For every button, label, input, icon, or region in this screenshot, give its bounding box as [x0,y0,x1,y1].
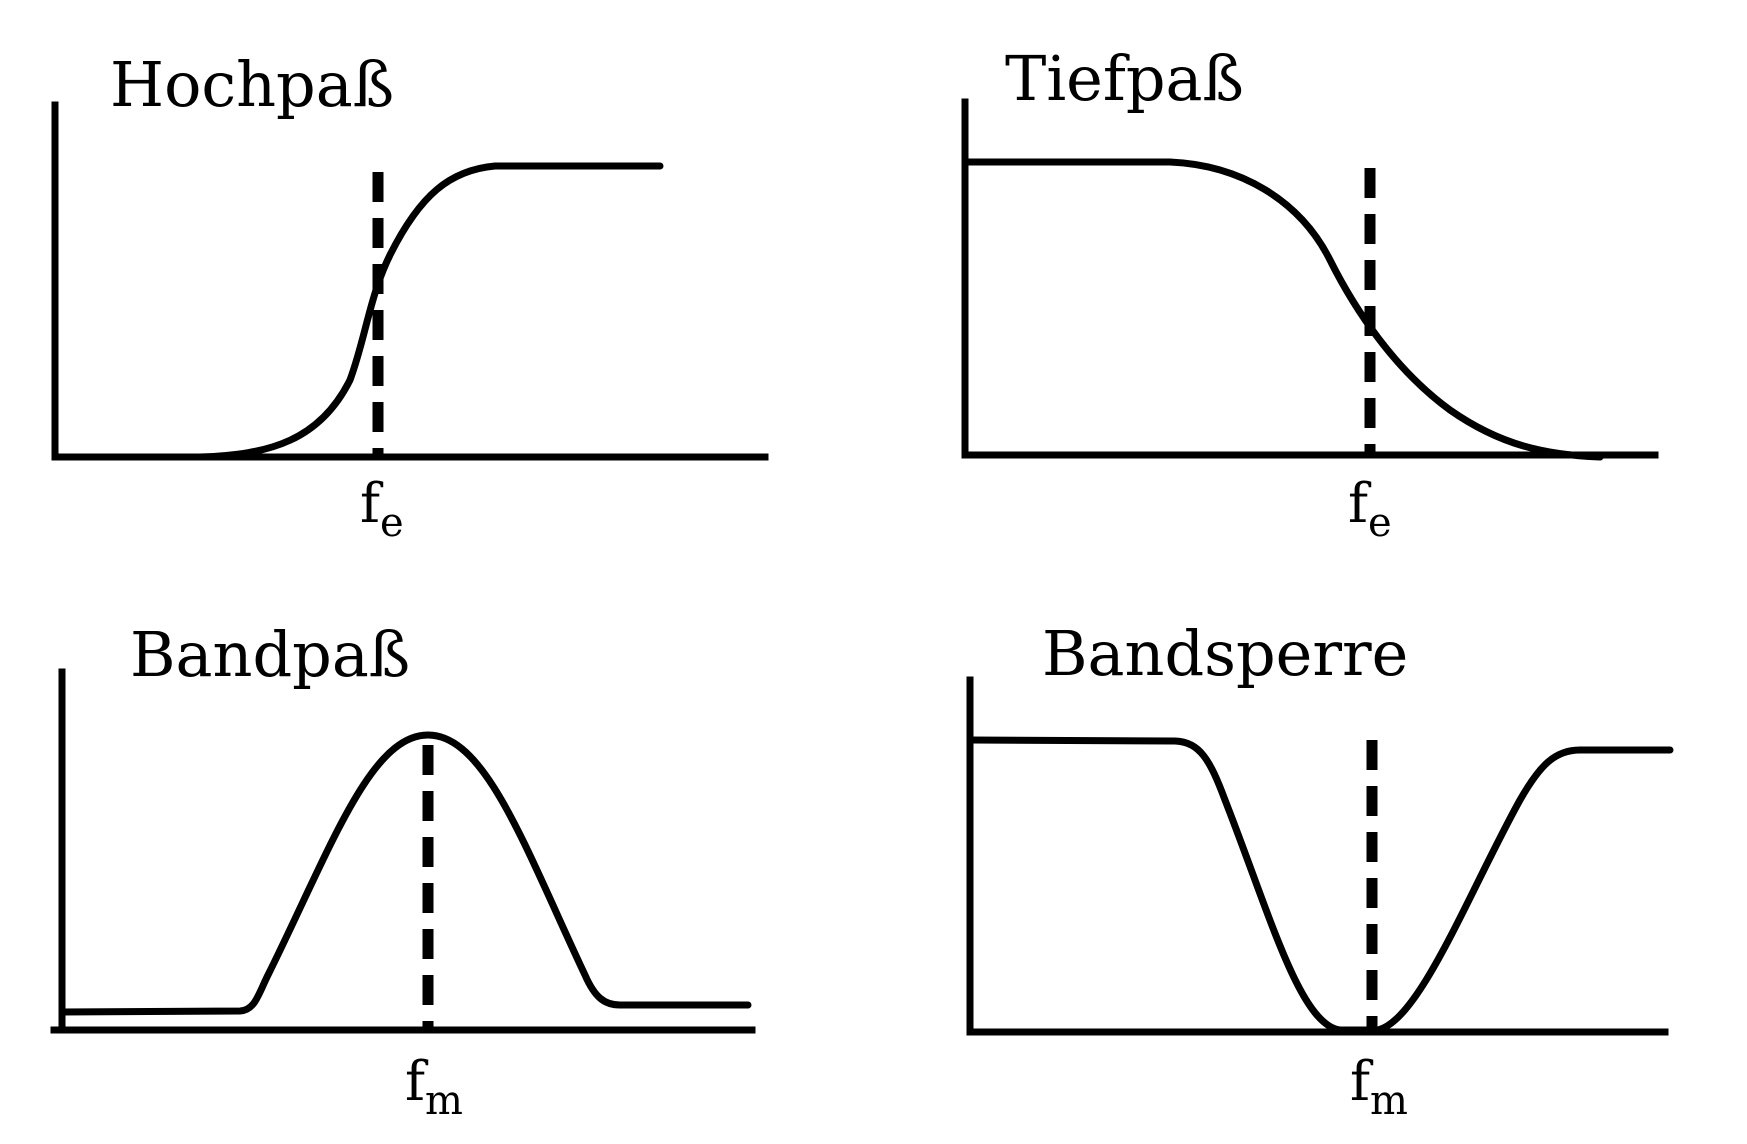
freq-subscript: m [1370,1078,1408,1124]
center-label: fm [1350,1050,1408,1124]
lowpass-curve [961,158,1604,461]
freq-subscript: m [425,1078,463,1124]
panel-title: Bandpaß [130,618,410,691]
cutoff-label: fe [360,472,404,546]
panel-tiefpass: Tiefpaß fe [961,42,1659,546]
bandstop-curve [966,736,1674,1034]
panel-bandpass: Bandpaß fm [50,618,756,1124]
panel-hochpass: Hochpaß fe [51,48,769,546]
panel-title: Hochpaß [110,48,394,121]
freq-subscript: e [380,500,404,546]
panel-bandsperre: Bandsperre fm [966,617,1674,1124]
highpass-curve [51,162,664,461]
panel-title: Bandsperre [1042,617,1408,690]
cutoff-label: fe [1348,472,1392,546]
freq-subscript: e [1368,500,1392,546]
bandpass-curve [58,731,752,1016]
center-label: fm [405,1050,463,1124]
panel-title: Tiefpaß [1005,42,1244,115]
